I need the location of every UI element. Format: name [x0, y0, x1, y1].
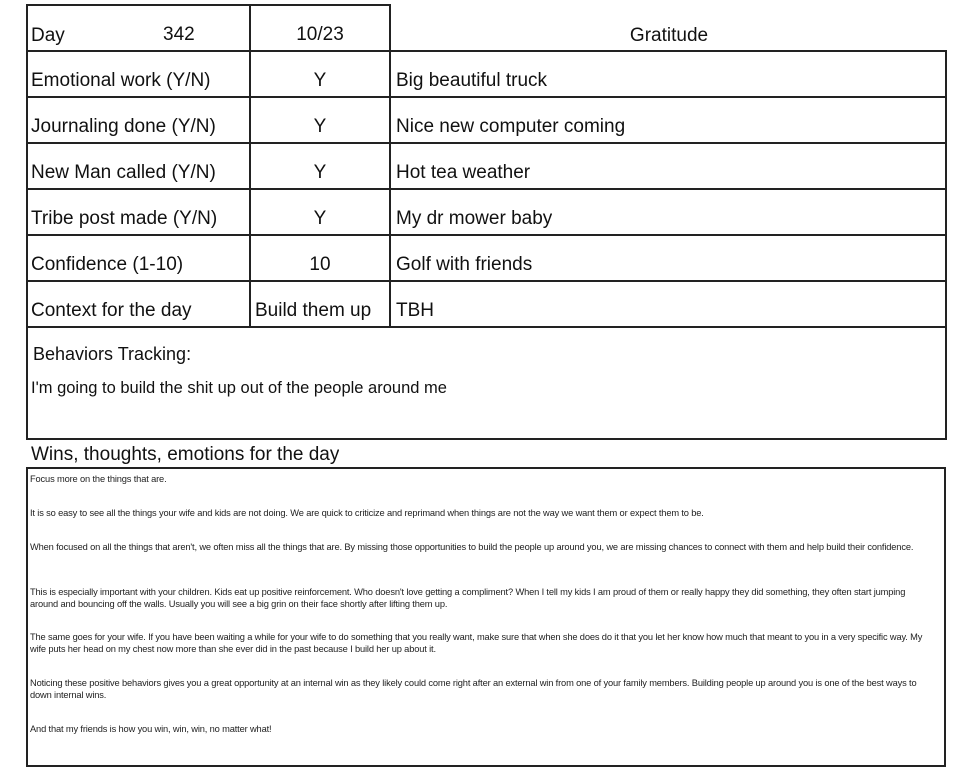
divider	[26, 4, 28, 440]
divider	[26, 280, 947, 282]
row-value[interactable]: Y	[313, 116, 327, 137]
divider	[26, 326, 947, 328]
gratitude-item[interactable]: Nice new computer coming	[396, 116, 626, 137]
divider	[26, 438, 947, 440]
wins-paragraph: Focus more on the things that are.	[30, 474, 167, 484]
row-value[interactable]: Y	[313, 70, 327, 91]
divider	[26, 234, 947, 236]
wins-paragraph: And that my friends is how you win, win,…	[30, 724, 272, 734]
divider	[945, 50, 947, 440]
row-label: Tribe post made (Y/N)	[31, 208, 218, 229]
row-value[interactable]: Build them up	[255, 300, 372, 321]
gratitude-title: Gratitude	[629, 25, 709, 46]
wins-paragraph: When focused on all the things that aren…	[30, 542, 914, 552]
row-label: Journaling done (Y/N)	[31, 116, 216, 137]
day-label: Day	[31, 25, 65, 46]
behaviors-text[interactable]: I'm going to build the shit up out of th…	[31, 379, 447, 397]
day-number: 342	[163, 24, 195, 45]
wins-title: Wins, thoughts, emotions for the day	[31, 444, 340, 465]
row-label: Emotional work (Y/N)	[31, 70, 211, 91]
divider	[26, 4, 391, 6]
wins-paragraph: This is especially important with your c…	[30, 587, 906, 609]
behaviors-title: Behaviors Tracking:	[33, 344, 192, 364]
gratitude-item[interactable]: My dr mower baby	[396, 208, 553, 229]
gratitude-item[interactable]: Big beautiful truck	[396, 70, 548, 91]
row-label: Context for the day	[31, 300, 192, 321]
row-value[interactable]: Y	[313, 208, 327, 229]
wins-paragraph: Noticing these positive behaviors gives …	[30, 678, 917, 700]
divider	[249, 4, 251, 328]
divider	[26, 188, 947, 190]
gratitude-item[interactable]: TBH	[396, 300, 434, 321]
divider	[389, 4, 391, 328]
divider	[26, 142, 947, 144]
wins-paragraph: The same goes for your wife. If you have…	[30, 632, 923, 654]
date: 10/23	[296, 24, 344, 45]
gratitude-item[interactable]: Hot tea weather	[396, 162, 531, 183]
row-label: New Man called (Y/N)	[31, 162, 216, 183]
divider	[26, 96, 947, 98]
row-value[interactable]: 10	[309, 254, 331, 275]
gratitude-item[interactable]: Golf with friends	[396, 254, 533, 275]
wins-paragraph: It is so easy to see all the things your…	[30, 508, 704, 518]
row-value[interactable]: Y	[313, 162, 327, 183]
row-label: Confidence (1-10)	[31, 254, 184, 275]
divider	[26, 50, 947, 52]
